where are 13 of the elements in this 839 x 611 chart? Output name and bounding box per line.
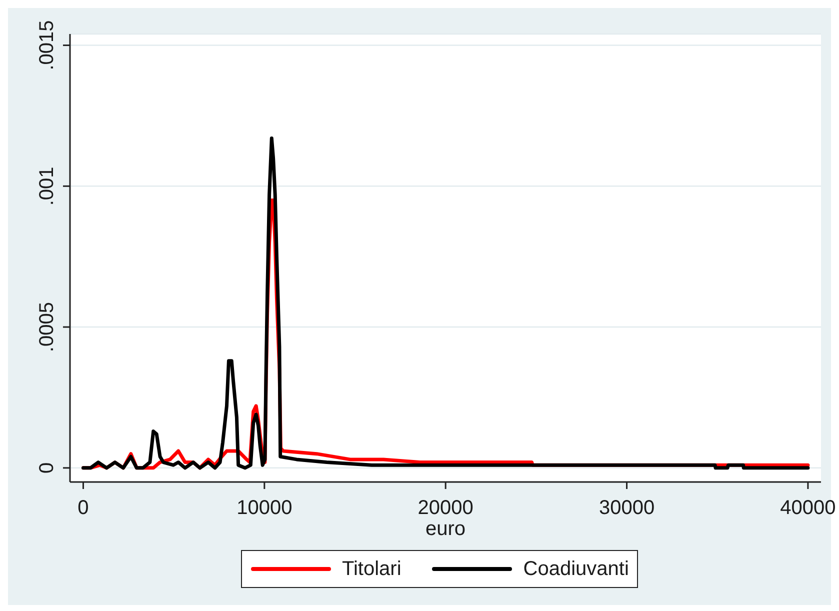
x-tick-label: 10000 <box>236 497 292 519</box>
x-tick-label: 30000 <box>598 497 655 519</box>
x-tick-label: 0 <box>78 497 89 519</box>
x-tick-label: 20000 <box>418 497 474 519</box>
y-tick-label: .0005 <box>36 302 58 352</box>
line-series <box>81 136 810 470</box>
y-tick-label: .001 <box>36 166 58 206</box>
x-axis-title: euro <box>425 518 466 540</box>
y-tick-label: 0 <box>36 462 58 474</box>
legend-label: Titolari <box>342 558 402 580</box>
y-tick-label: .0015 <box>36 20 58 70</box>
x-tick-label: 40000 <box>780 497 836 519</box>
legend-label: Coadiuvanti <box>523 558 629 580</box>
